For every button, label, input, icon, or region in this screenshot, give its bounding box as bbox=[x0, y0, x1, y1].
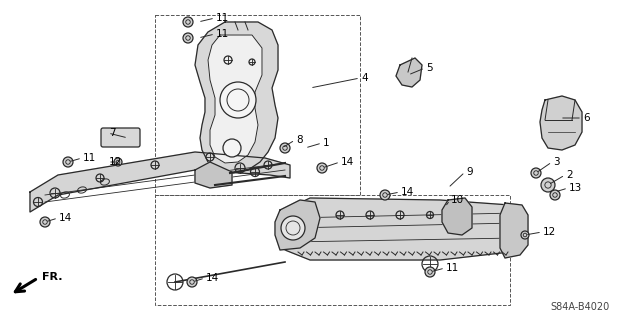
Circle shape bbox=[531, 168, 541, 178]
Text: FR.: FR. bbox=[42, 272, 62, 282]
Text: 2: 2 bbox=[566, 170, 573, 180]
Circle shape bbox=[541, 178, 555, 192]
Circle shape bbox=[63, 157, 73, 167]
Text: 14: 14 bbox=[59, 213, 72, 223]
Text: S84A-B4020: S84A-B4020 bbox=[550, 302, 610, 312]
Text: 14: 14 bbox=[341, 157, 355, 167]
Text: 10: 10 bbox=[451, 195, 464, 205]
Text: 8: 8 bbox=[296, 135, 303, 145]
Circle shape bbox=[550, 190, 560, 200]
Text: 11: 11 bbox=[446, 263, 459, 273]
Text: 13: 13 bbox=[569, 183, 582, 193]
Circle shape bbox=[40, 217, 50, 227]
Text: 6: 6 bbox=[583, 113, 590, 123]
Text: 4: 4 bbox=[361, 73, 368, 83]
Text: 12: 12 bbox=[543, 227, 556, 237]
Text: 14: 14 bbox=[401, 187, 414, 197]
Polygon shape bbox=[396, 58, 422, 87]
Text: 12: 12 bbox=[109, 157, 123, 167]
Text: 1: 1 bbox=[323, 138, 330, 148]
Circle shape bbox=[425, 267, 435, 277]
Polygon shape bbox=[540, 96, 582, 150]
Circle shape bbox=[183, 17, 193, 27]
Circle shape bbox=[114, 158, 122, 166]
Polygon shape bbox=[195, 22, 278, 173]
Circle shape bbox=[280, 143, 290, 153]
Circle shape bbox=[380, 190, 390, 200]
Circle shape bbox=[187, 277, 197, 287]
Text: 11: 11 bbox=[83, 153, 96, 163]
Text: 9: 9 bbox=[466, 167, 473, 177]
Text: 11: 11 bbox=[216, 29, 230, 39]
FancyBboxPatch shape bbox=[101, 128, 140, 147]
Circle shape bbox=[281, 216, 305, 240]
Polygon shape bbox=[195, 162, 232, 188]
Polygon shape bbox=[442, 198, 472, 235]
Circle shape bbox=[521, 231, 529, 239]
Text: 14: 14 bbox=[206, 273, 219, 283]
Text: 3: 3 bbox=[553, 157, 560, 167]
Circle shape bbox=[317, 163, 327, 173]
Polygon shape bbox=[500, 203, 528, 258]
Circle shape bbox=[183, 33, 193, 43]
Text: 11: 11 bbox=[216, 13, 230, 23]
Polygon shape bbox=[208, 35, 262, 163]
Polygon shape bbox=[275, 200, 320, 250]
Polygon shape bbox=[30, 152, 290, 212]
Circle shape bbox=[220, 82, 256, 118]
Text: 5: 5 bbox=[426, 63, 433, 73]
Circle shape bbox=[223, 139, 241, 157]
Text: 7: 7 bbox=[109, 128, 116, 138]
Polygon shape bbox=[280, 198, 522, 260]
